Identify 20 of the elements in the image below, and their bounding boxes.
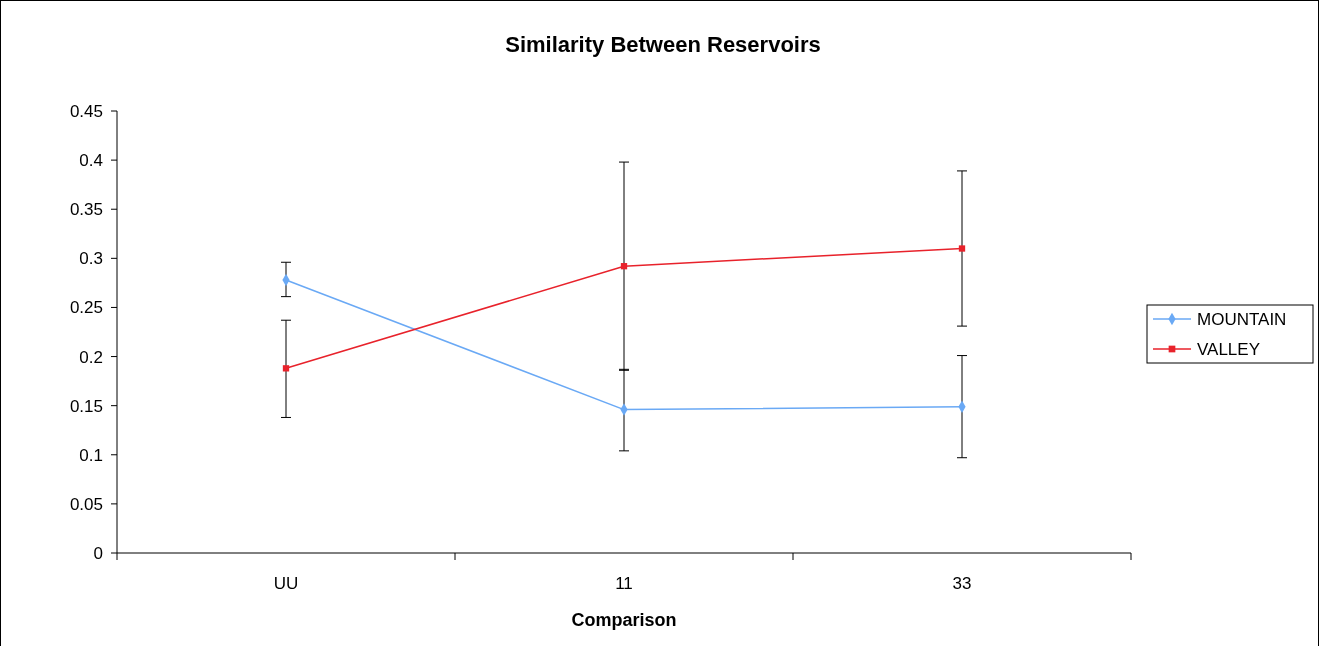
y-tick-label: 0.35 <box>69 200 103 220</box>
x-tick-label: 33 <box>952 574 972 593</box>
y-tick-label: 0.4 <box>79 151 103 171</box>
y-tick-label: 0.15 <box>69 396 103 416</box>
y-tick-label: 0 <box>93 543 103 563</box>
x-axis-title: Comparison <box>571 610 677 630</box>
chart-title: Similarity Between Reservoirs <box>505 32 821 57</box>
legend-label: VALLEY <box>1197 339 1261 359</box>
point <box>282 365 290 372</box>
y-tick-label: 0.2 <box>79 347 103 367</box>
x-tick-label: UU <box>273 574 299 593</box>
y-tick-label: 0.1 <box>79 445 103 465</box>
y-tick-label: 0.05 <box>69 494 103 514</box>
y-tick-label: 0.25 <box>69 298 103 318</box>
point <box>620 263 628 270</box>
legend-label: MOUNTAIN <box>1197 309 1287 329</box>
y-tick-label: 0.3 <box>79 249 103 269</box>
y-tick-label: 0.45 <box>69 101 103 121</box>
x-tick-label: 11 <box>615 574 633 593</box>
point <box>958 245 966 252</box>
